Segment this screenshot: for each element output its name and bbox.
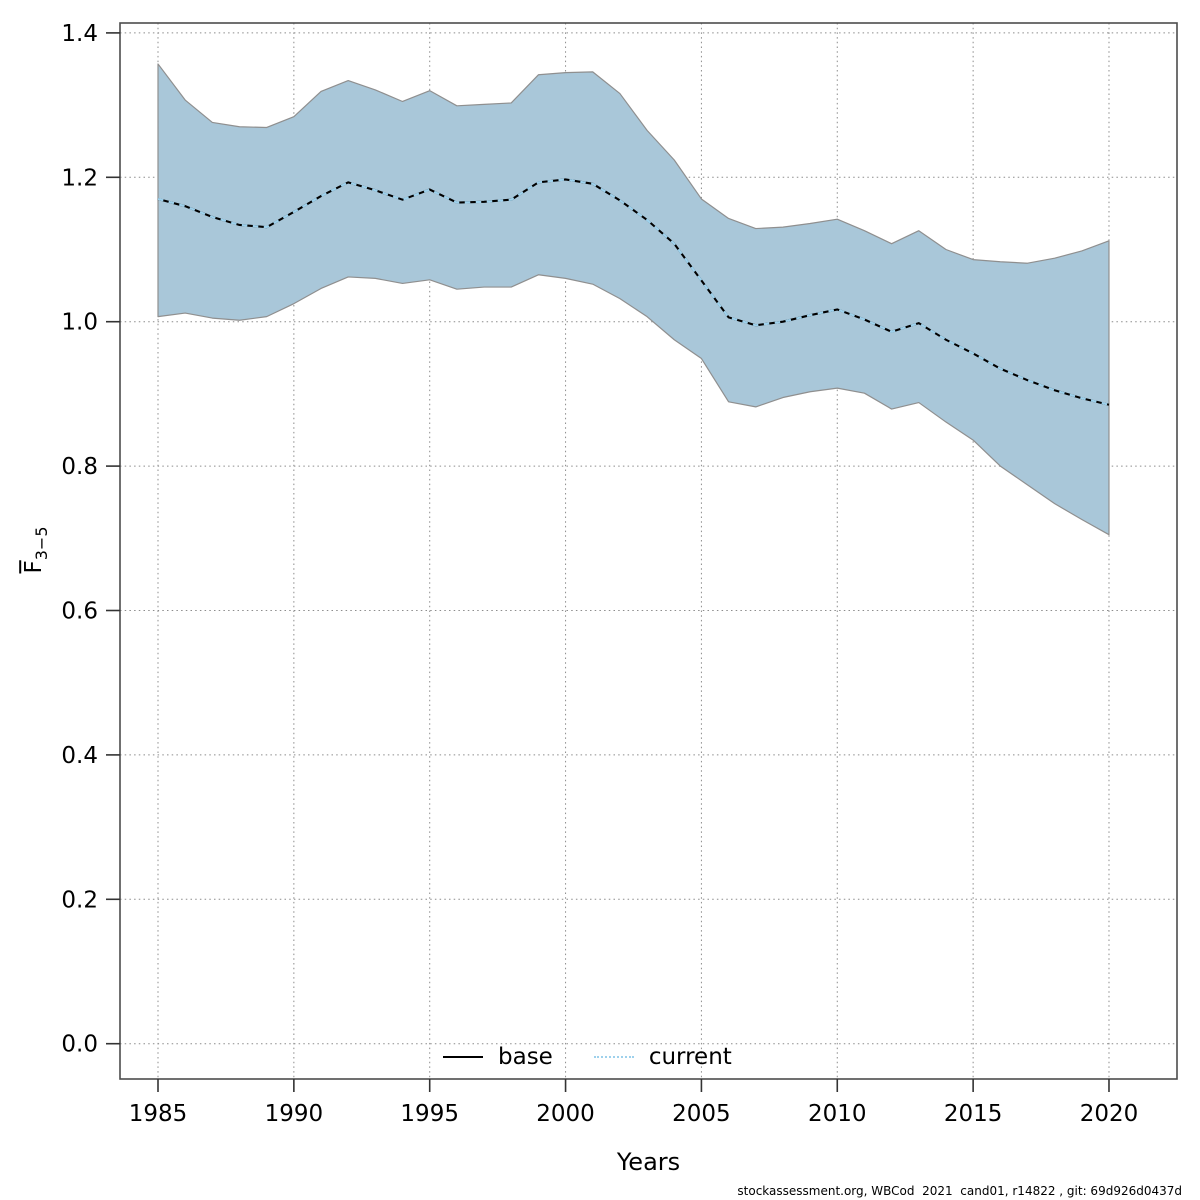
y-tick-label: 0.8 xyxy=(61,454,98,480)
x-axis-label: Years xyxy=(616,1148,681,1176)
x-tick-label: 1990 xyxy=(265,1101,324,1127)
y-axis-label-main: F xyxy=(21,560,48,574)
x-tick-label: 2015 xyxy=(944,1101,1003,1127)
y-tick-label: 0.4 xyxy=(61,743,98,769)
x-tick-label: 1995 xyxy=(400,1101,459,1127)
x-tick-label: 2020 xyxy=(1080,1101,1139,1127)
x-tick-label: 2000 xyxy=(536,1101,595,1127)
x-tick-label: 2005 xyxy=(672,1101,731,1127)
footer-attribution: stockassessment.org, WBCod 2021 cand01, … xyxy=(737,1184,1182,1198)
y-tick-label: 1.2 xyxy=(61,165,98,191)
y-tick-label: 0.6 xyxy=(61,599,98,625)
confidence-band xyxy=(157,63,1110,536)
x-tick-label: 2010 xyxy=(808,1101,867,1127)
y-axis-label-subscript: 3−5 xyxy=(31,526,51,561)
legend-current-line-sample xyxy=(593,1056,634,1058)
y-tick-label: 1.0 xyxy=(61,310,98,336)
y-tick-label: 1.4 xyxy=(61,21,98,47)
y-tick-label: 0.2 xyxy=(61,887,98,913)
legend-base-label: base xyxy=(498,1044,553,1070)
y-tick-label: 0.0 xyxy=(61,1032,98,1058)
legend: base current xyxy=(443,1044,732,1070)
plot-border xyxy=(119,22,1178,1080)
current-line xyxy=(157,178,1110,406)
y-axis-label: F3−5 xyxy=(21,527,51,574)
x-tick-label: 1985 xyxy=(129,1101,188,1127)
legend-base-line-sample xyxy=(443,1056,483,1058)
legend-current-label: current xyxy=(648,1044,732,1070)
